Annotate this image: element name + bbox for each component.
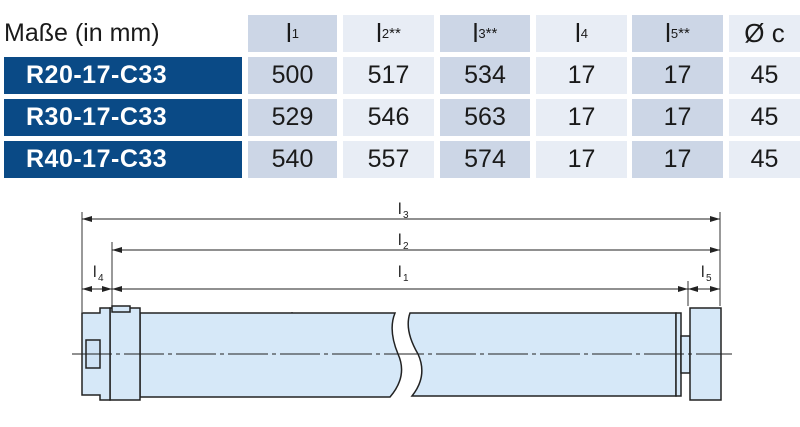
table-cell: 546 — [343, 99, 434, 136]
svg-text:2: 2 — [403, 241, 409, 252]
header-sup: ** — [389, 25, 401, 42]
model-name: R30-17-C33 — [4, 99, 242, 136]
svg-text:1: 1 — [403, 273, 409, 284]
extension-lines — [81, 212, 721, 312]
header-sub: 5 — [670, 26, 679, 41]
table-cell: 17 — [632, 141, 723, 178]
header-sup: ** — [678, 25, 690, 42]
table-cell: 45 — [729, 57, 800, 94]
header-base: l — [665, 18, 671, 48]
svg-text:5: 5 — [706, 273, 712, 284]
svg-text:l: l — [398, 232, 402, 249]
column-header: Ø c — [729, 15, 800, 52]
table-cell: 500 — [248, 57, 337, 94]
header-base: Ø c — [744, 18, 785, 48]
svg-text:4: 4 — [98, 273, 104, 284]
header-sub: 4 — [580, 26, 588, 41]
header-sub: 2 — [381, 26, 390, 41]
header-sub: 1 — [291, 26, 299, 41]
svg-text:l: l — [398, 264, 402, 281]
header-sub: 3 — [478, 26, 486, 41]
header-sup: ** — [485, 25, 498, 42]
header-base: l — [285, 18, 292, 48]
table-cell: 17 — [632, 57, 723, 94]
table-cell: 17 — [536, 57, 627, 94]
model-name: R40-17-C33 — [4, 141, 242, 178]
motor-head-tab — [111, 305, 131, 313]
header-base: l — [472, 18, 479, 48]
table-cell: 534 — [440, 57, 530, 94]
tube-left-section — [139, 312, 403, 398]
table-cell: 17 — [632, 99, 723, 136]
table-cell: 17 — [536, 99, 627, 136]
table-cell: 563 — [440, 99, 530, 136]
header-base: l — [574, 18, 581, 48]
column-header: l 5 ** — [632, 15, 723, 52]
svg-text:3: 3 — [403, 210, 409, 221]
model-name: R20-17-C33 — [4, 57, 242, 94]
table-cell: 557 — [343, 141, 434, 178]
table-cell: 45 — [729, 141, 800, 178]
table-cell: 540 — [248, 141, 337, 178]
table-cell: 45 — [729, 99, 800, 136]
svg-text:l: l — [93, 264, 97, 281]
header-base: l — [376, 18, 382, 48]
table-cell: 529 — [248, 99, 337, 136]
motor-tube — [81, 305, 722, 401]
table-cell: 517 — [343, 57, 434, 94]
table-cell: 574 — [440, 141, 530, 178]
table-cell: 17 — [536, 141, 627, 178]
svg-text:l: l — [701, 264, 705, 281]
dimension-lines — [82, 216, 720, 396]
table-title: Maße (in mm) — [4, 19, 160, 47]
column-header: l 3 ** — [440, 15, 530, 52]
svg-text:l: l — [398, 201, 402, 218]
column-header: l 2 ** — [343, 15, 434, 52]
